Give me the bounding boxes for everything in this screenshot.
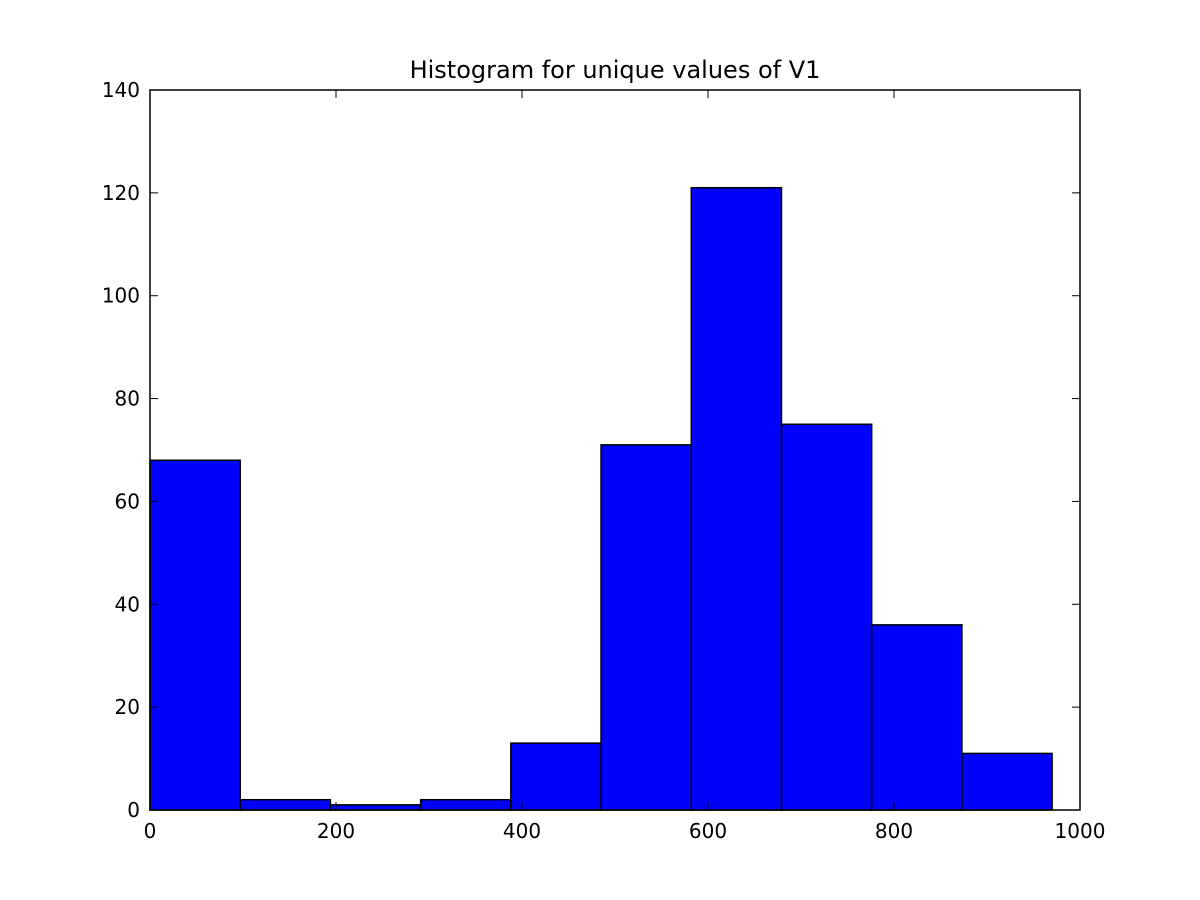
y-tick-label: 20: [115, 695, 140, 719]
y-tick-label: 60: [115, 489, 140, 513]
histogram-bar: [329, 804, 422, 811]
y-tick-labels: 0 20 40 60 80 100 120 140: [102, 78, 140, 822]
histogram-bar: [870, 624, 963, 811]
histogram-bar: [149, 459, 241, 811]
y-tick-label: 140: [102, 78, 140, 102]
y-tick-label: 100: [102, 284, 140, 308]
bars-group: [149, 186, 1053, 811]
y-tick-label: 0: [127, 798, 140, 822]
x-tick-label: 800: [875, 819, 913, 843]
x-tick-label: 1000: [1055, 819, 1106, 843]
histogram-bar: [690, 186, 783, 811]
histogram-bar: [419, 798, 512, 811]
x-tick-label: 600: [689, 819, 727, 843]
plot-frame: [149, 89, 1081, 811]
y-tick-label: 80: [115, 387, 140, 411]
x-tick-labels: 0 200 400 600 800 1000: [144, 819, 1106, 843]
histogram-bar: [510, 742, 602, 811]
x-tick-label: 0: [144, 819, 157, 843]
histogram-bar: [780, 423, 873, 811]
y-tick-label: 120: [102, 181, 140, 205]
chart-title: Histogram for unique values of V1: [410, 56, 821, 84]
histogram-bar: [600, 444, 693, 811]
y-tick-label: 40: [115, 592, 140, 616]
histogram-bar: [961, 752, 1053, 811]
x-tick-label: 400: [503, 819, 541, 843]
x-tick-label: 200: [317, 819, 355, 843]
histogram-bar: [239, 798, 332, 811]
